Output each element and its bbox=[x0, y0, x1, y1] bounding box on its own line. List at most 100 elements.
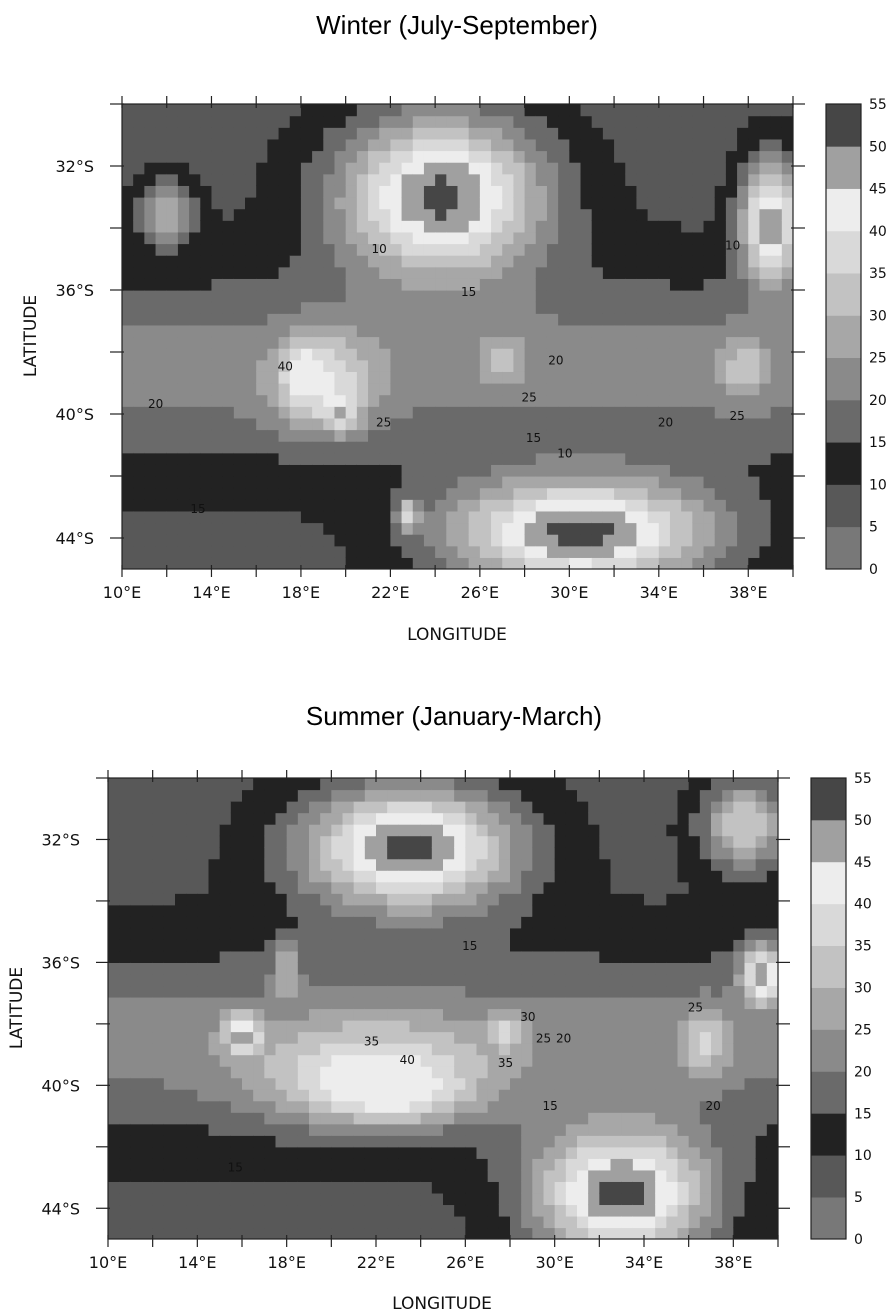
field-cell bbox=[678, 824, 690, 836]
field-cell bbox=[167, 511, 179, 523]
field-cell bbox=[614, 313, 626, 325]
field-cell bbox=[756, 1170, 768, 1182]
field-cell bbox=[715, 383, 727, 395]
field-cell bbox=[670, 360, 682, 372]
field-cell bbox=[625, 255, 637, 267]
field-cell bbox=[521, 1158, 533, 1170]
field-cell bbox=[756, 1124, 768, 1136]
field-cell bbox=[323, 464, 335, 476]
field-cell bbox=[566, 951, 578, 963]
field-cell bbox=[264, 1216, 276, 1228]
field-cell bbox=[480, 232, 492, 244]
field-cell bbox=[264, 939, 276, 951]
field-cell bbox=[544, 928, 556, 940]
field-cell bbox=[122, 209, 134, 221]
field-cell bbox=[253, 859, 265, 871]
field-cell bbox=[290, 337, 302, 349]
field-cell bbox=[499, 1020, 511, 1032]
field-cell bbox=[704, 383, 716, 395]
field-cell bbox=[577, 813, 589, 825]
contour-field bbox=[122, 104, 794, 570]
field-cell bbox=[220, 847, 232, 859]
field-cell bbox=[782, 499, 794, 511]
field-cell bbox=[234, 348, 246, 360]
field-cell bbox=[130, 916, 142, 928]
field-cell bbox=[666, 790, 678, 802]
field-cell bbox=[133, 151, 145, 163]
field-cell bbox=[525, 185, 537, 197]
field-cell bbox=[156, 534, 168, 546]
field-cell bbox=[771, 151, 783, 163]
field-cell bbox=[309, 962, 321, 974]
field-cell bbox=[354, 962, 366, 974]
field-cell bbox=[443, 1043, 455, 1055]
field-cell bbox=[231, 1032, 243, 1044]
field-cell bbox=[331, 985, 343, 997]
field-cell bbox=[245, 383, 257, 395]
field-cell bbox=[748, 244, 760, 256]
field-cell bbox=[320, 859, 332, 871]
field-cell bbox=[276, 1170, 288, 1182]
field-cell bbox=[354, 836, 366, 848]
field-cell bbox=[655, 1032, 667, 1044]
field-cell bbox=[544, 1216, 556, 1228]
field-cell bbox=[458, 116, 470, 128]
field-cell bbox=[625, 371, 637, 383]
field-cell bbox=[536, 325, 548, 337]
field-cell bbox=[704, 151, 716, 163]
field-cell bbox=[499, 916, 511, 928]
field-cell bbox=[499, 1193, 511, 1205]
field-cell bbox=[156, 453, 168, 465]
field-cell bbox=[379, 430, 391, 442]
field-cell bbox=[186, 824, 198, 836]
field-cell bbox=[477, 870, 489, 882]
field-cell bbox=[659, 557, 671, 569]
field-cell bbox=[681, 232, 693, 244]
field-cell bbox=[200, 302, 212, 314]
field-cell bbox=[715, 499, 727, 511]
field-cell bbox=[733, 951, 745, 963]
field-cell bbox=[469, 220, 481, 232]
field-cell bbox=[133, 441, 145, 453]
field-cell bbox=[346, 127, 358, 139]
field-cell bbox=[502, 476, 514, 488]
field-cell bbox=[320, 997, 332, 1009]
field-cell bbox=[577, 778, 589, 790]
field-cell bbox=[301, 116, 313, 128]
field-cell bbox=[320, 1181, 332, 1193]
field-cell bbox=[655, 824, 667, 836]
field-cell bbox=[178, 162, 190, 174]
field-cell bbox=[331, 1032, 343, 1044]
field-cell bbox=[209, 801, 221, 813]
field-cell bbox=[726, 278, 738, 290]
field-cell bbox=[122, 232, 134, 244]
field-cell bbox=[622, 1020, 634, 1032]
field-cell bbox=[167, 383, 179, 395]
field-cell bbox=[767, 951, 779, 963]
field-cell bbox=[379, 476, 391, 488]
field-cell bbox=[577, 1009, 589, 1021]
field-cell bbox=[424, 151, 436, 163]
field-cell bbox=[700, 790, 712, 802]
field-cell bbox=[480, 337, 492, 349]
field-cell bbox=[555, 847, 567, 859]
field-cell bbox=[376, 882, 388, 894]
field-cell bbox=[711, 836, 723, 848]
field-cell bbox=[334, 313, 346, 325]
field-cell bbox=[681, 290, 693, 302]
field-cell bbox=[521, 1170, 533, 1182]
field-cell bbox=[711, 974, 723, 986]
field-cell bbox=[480, 406, 492, 418]
field-cell bbox=[331, 1204, 343, 1216]
field-cell bbox=[678, 985, 690, 997]
field-cell bbox=[368, 360, 380, 372]
field-cell bbox=[722, 1204, 734, 1216]
field-cell bbox=[287, 893, 299, 905]
field-cell bbox=[178, 267, 190, 279]
field-cell bbox=[502, 278, 514, 290]
field-cell bbox=[211, 348, 223, 360]
field-cell bbox=[320, 836, 332, 848]
field-cell bbox=[443, 962, 455, 974]
field-cell bbox=[130, 1124, 142, 1136]
field-cell bbox=[681, 104, 693, 116]
